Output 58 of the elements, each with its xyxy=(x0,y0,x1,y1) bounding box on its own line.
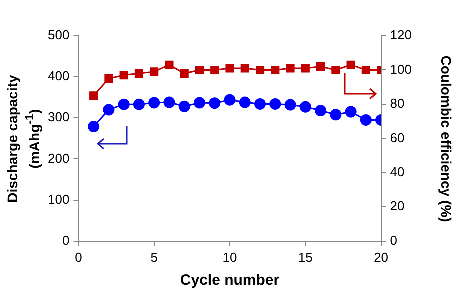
x-tick-label: 0 xyxy=(75,250,82,265)
point xyxy=(210,66,220,75)
point xyxy=(301,64,310,73)
point xyxy=(194,97,206,109)
point xyxy=(240,64,250,73)
y2-tick-label: 40 xyxy=(390,164,405,180)
point xyxy=(133,98,145,110)
point xyxy=(300,101,312,113)
point xyxy=(315,105,327,117)
point xyxy=(195,66,204,75)
point xyxy=(226,64,234,73)
y2-axis-title: Coulombic efficiency (%) xyxy=(438,55,454,222)
y2-tick-label: 0 xyxy=(390,232,398,248)
x-axis-title: Cycle number xyxy=(180,272,280,290)
point xyxy=(332,66,340,75)
point xyxy=(286,64,295,73)
point xyxy=(239,96,251,108)
point xyxy=(180,69,189,78)
point xyxy=(254,98,266,110)
y2-tick-label: 80 xyxy=(390,96,405,112)
point xyxy=(103,104,115,116)
point xyxy=(88,121,100,133)
point xyxy=(118,98,130,110)
point xyxy=(345,106,357,118)
point xyxy=(178,100,190,112)
point xyxy=(362,66,370,75)
x-tick-label: 5 xyxy=(150,250,158,265)
point xyxy=(134,69,144,78)
y2-tick-label: 60 xyxy=(390,130,405,146)
point xyxy=(164,96,176,108)
point xyxy=(256,66,265,75)
y-tick-label: 300 xyxy=(48,110,70,125)
y-tick-label: 500 xyxy=(48,28,70,43)
point xyxy=(165,60,174,70)
point xyxy=(360,114,372,126)
point xyxy=(90,92,98,100)
point xyxy=(148,97,160,109)
y-tick-label: 400 xyxy=(48,68,70,84)
point xyxy=(104,74,114,84)
point xyxy=(120,71,128,80)
point xyxy=(209,98,221,110)
point xyxy=(330,109,342,121)
y-tick-label: 200 xyxy=(48,150,70,166)
point xyxy=(346,60,356,70)
y2-tick-label: 20 xyxy=(390,198,405,214)
point xyxy=(150,68,159,76)
y-tick-label: 0 xyxy=(62,232,70,248)
point xyxy=(284,99,296,111)
point xyxy=(270,98,282,110)
y-tick-label: 100 xyxy=(48,192,70,207)
y2-tick-label: 100 xyxy=(390,62,412,77)
point xyxy=(316,62,326,72)
point xyxy=(271,66,280,75)
x-tick-label: 10 xyxy=(222,250,238,265)
x-tick-label: 15 xyxy=(298,250,313,265)
x-tick-label: 20 xyxy=(374,250,389,265)
point xyxy=(224,94,236,106)
y2-tick-label: 120 xyxy=(390,28,412,43)
